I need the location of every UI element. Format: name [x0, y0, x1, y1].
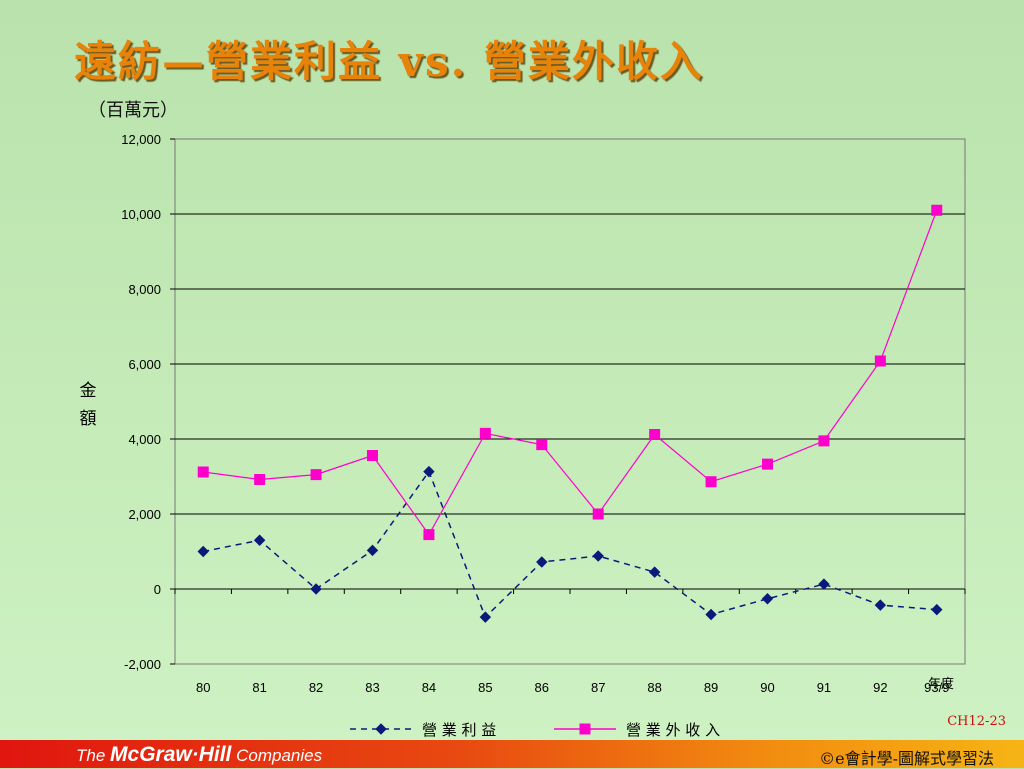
data-point [650, 430, 660, 440]
x-tick-label: 90 [760, 680, 774, 695]
x-tick-label: 80 [196, 680, 210, 695]
x-tick-label: 88 [647, 680, 661, 695]
data-point [480, 428, 490, 438]
plot-area [175, 139, 965, 664]
data-point [819, 579, 829, 589]
data-point [875, 356, 885, 366]
data-point [311, 470, 321, 480]
y-tick-label: 12,000 [121, 132, 161, 147]
x-tick-label: 86 [535, 680, 549, 695]
data-point [311, 584, 321, 594]
data-point [198, 467, 208, 477]
y-tick-label: 6,000 [128, 357, 161, 372]
data-point [198, 547, 208, 557]
data-point [537, 557, 547, 567]
slide-number: CH12-23 [947, 714, 1006, 729]
data-point [593, 509, 603, 519]
data-point [706, 610, 716, 620]
data-point [480, 612, 490, 622]
x-tick-label: 87 [591, 680, 605, 695]
data-point [368, 451, 378, 461]
legend-marker [580, 724, 590, 734]
y-tick-label: 8,000 [128, 282, 161, 297]
y-tick-label: 4,000 [128, 432, 161, 447]
y-tick-label: 10,000 [121, 207, 161, 222]
data-point [368, 545, 378, 555]
x-tick-label: 92 [873, 680, 887, 695]
legend-marker [376, 724, 386, 734]
data-point [424, 467, 434, 477]
data-point [537, 440, 547, 450]
data-point [875, 600, 885, 610]
x-tick-label: 89 [704, 680, 718, 695]
data-point [706, 477, 716, 487]
data-point [424, 530, 434, 540]
data-point [593, 551, 603, 561]
data-point [932, 205, 942, 215]
course-title: ©e會計學-圖解式學習法 [819, 745, 994, 769]
data-point [255, 535, 265, 545]
x-tick-label: 82 [309, 680, 323, 695]
legend-label: 營 業 利 益 [422, 721, 496, 739]
legend-label: 營 業 外 收 入 [626, 721, 720, 739]
x-tick-label: 84 [422, 680, 436, 695]
series-line-1 [203, 472, 937, 618]
data-point [932, 605, 942, 615]
y-tick-label: -2,000 [124, 657, 161, 672]
x-axis-label: 年度 [928, 676, 954, 692]
series-line-2 [203, 210, 937, 534]
x-tick-label: 83 [365, 680, 379, 695]
y-axis-label: 金額 [80, 381, 97, 429]
data-point [255, 475, 265, 485]
x-tick-label: 85 [478, 680, 492, 695]
data-point [763, 594, 773, 604]
line-chart: 12,000 10,000 8,000 6,000 4,000 2,000 0 -2,000 8… [0, 0, 1024, 740]
data-point [763, 459, 773, 469]
data-point [819, 436, 829, 446]
y-tick-label: 0 [154, 582, 161, 597]
y-tick-label: 2,000 [128, 507, 161, 522]
x-tick-label: 91 [817, 680, 831, 695]
x-tick-label: 81 [252, 680, 266, 695]
publisher-logo: The McGraw·Hill Companies [76, 743, 322, 767]
